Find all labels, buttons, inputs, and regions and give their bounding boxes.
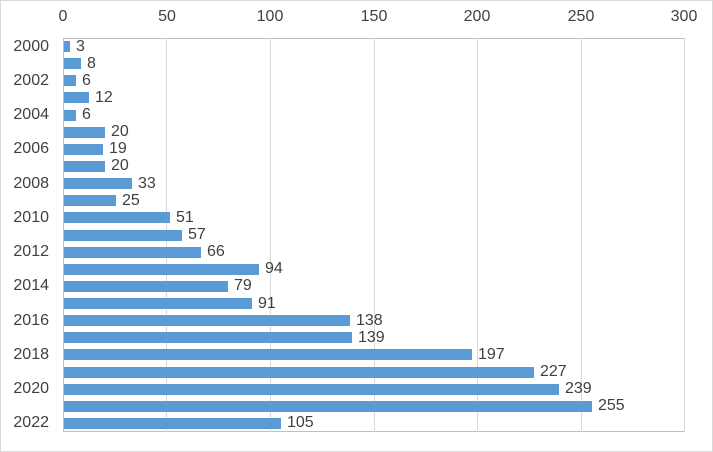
bar-2004 [64, 110, 76, 121]
gridline [581, 38, 582, 432]
bar-2013 [64, 264, 259, 275]
data-label-2017: 139 [358, 329, 385, 346]
data-label-2010: 51 [176, 209, 194, 226]
y-tick-label-2018: 2018 [13, 346, 49, 363]
bar-2000 [64, 41, 70, 52]
bar-2020 [64, 384, 559, 395]
data-label-2003: 12 [95, 89, 113, 106]
data-label-2004: 6 [82, 106, 91, 123]
data-label-2007: 20 [111, 157, 129, 174]
bar-2009 [64, 195, 116, 206]
data-label-2012: 66 [207, 243, 225, 260]
data-label-2021: 255 [598, 397, 625, 414]
bar-2003 [64, 92, 89, 103]
bar-2008 [64, 178, 132, 189]
bar-2017 [64, 332, 352, 343]
data-label-2002: 6 [82, 72, 91, 89]
plot-border-bottom [63, 431, 684, 432]
x-tick-label-100: 100 [256, 8, 284, 25]
bar-2012 [64, 247, 201, 258]
data-label-2018: 197 [478, 346, 505, 363]
bar-2019 [64, 367, 534, 378]
data-label-2001: 8 [87, 55, 96, 72]
data-label-2022: 105 [287, 414, 314, 431]
category-axis-line [63, 38, 64, 432]
data-label-2006: 19 [109, 140, 127, 157]
x-tick-label-200: 200 [463, 8, 491, 25]
x-tick-label-150: 150 [360, 8, 388, 25]
data-label-2000: 3 [76, 38, 85, 55]
bar-2002 [64, 75, 76, 86]
bar-2010 [64, 212, 170, 223]
y-tick-label-2010: 2010 [13, 209, 49, 226]
data-label-2008: 33 [138, 175, 156, 192]
bar-2018 [64, 349, 472, 360]
bar-2022 [64, 418, 281, 429]
data-label-2014: 79 [234, 277, 252, 294]
y-tick-label-2014: 2014 [13, 277, 49, 294]
y-tick-label-2006: 2006 [13, 140, 49, 157]
gridline [684, 38, 685, 432]
gridline [477, 38, 478, 432]
data-label-2013: 94 [265, 260, 283, 277]
data-label-2015: 91 [258, 295, 276, 312]
data-label-2019: 227 [540, 363, 567, 380]
y-tick-label-2022: 2022 [13, 414, 49, 431]
bar-2015 [64, 298, 252, 309]
data-label-2005: 20 [111, 123, 129, 140]
y-tick-label-2002: 2002 [13, 72, 49, 89]
x-tick-label-50: 50 [158, 8, 176, 25]
bar-2021 [64, 401, 592, 412]
plot-area: 3 8 6 12 6 20 19 20 33 25 51 57 66 94 79 91 138 139 197 227… [63, 38, 685, 432]
x-tick-label-300: 300 [670, 8, 698, 25]
data-label-2016: 138 [356, 312, 383, 329]
x-tick-label-0: 0 [58, 8, 68, 25]
y-tick-label-2020: 2020 [13, 380, 49, 397]
bar-2007 [64, 161, 105, 172]
y-tick-label-2016: 2016 [13, 312, 49, 329]
bar-2016 [64, 315, 350, 326]
data-label-2009: 25 [122, 192, 140, 209]
y-tick-label-2012: 2012 [13, 243, 49, 260]
y-tick-label-2000: 2000 [13, 38, 49, 55]
bar-2011 [64, 230, 182, 241]
gridline [270, 38, 271, 432]
bar-2005 [64, 127, 105, 138]
y-tick-label-2004: 2004 [13, 106, 49, 123]
y-tick-label-2008: 2008 [13, 175, 49, 192]
gridline [374, 38, 375, 432]
data-label-2020: 239 [565, 380, 592, 397]
x-tick-label-250: 250 [567, 8, 595, 25]
bar-2001 [64, 58, 81, 69]
data-label-2011: 57 [188, 226, 206, 243]
plot-border-top [63, 38, 684, 39]
bar-2014 [64, 281, 228, 292]
bar-2006 [64, 144, 103, 155]
